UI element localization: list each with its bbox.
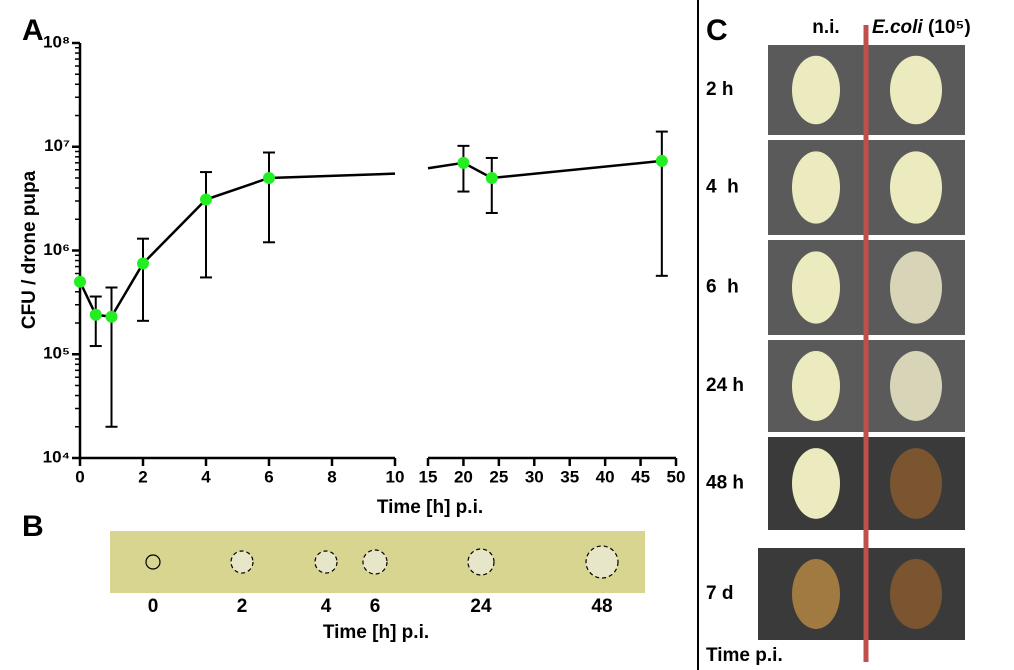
colony-outline [467,548,495,576]
dose: (10⁵) [928,17,971,38]
time-label: 24 [470,596,492,617]
x-tick-label: 6 [264,467,273,486]
column-header: n.i. [812,17,839,38]
time-label: 0 [148,596,159,617]
y-tick-label: 10⁸ [43,32,70,51]
y-tick-label: 10⁷ [44,136,70,155]
x-tick-label: 8 [327,467,336,486]
pupa [792,55,840,125]
panel-label: B [22,510,44,543]
x-tick-label: 4 [201,467,211,486]
colony-outline [230,550,254,574]
panel-label: A [22,14,44,47]
x-tick-label: 10 [386,467,405,486]
marker [263,171,275,184]
x-axis-label: Time [h] p.i. [323,622,429,643]
pupa [890,559,942,629]
x-axis-label: Time [h] p.i. [377,497,483,518]
pupa [792,559,840,629]
marker [105,310,118,323]
x-tick-label: 0 [75,467,84,486]
pupa [792,151,840,224]
pupa [792,351,840,421]
row-label: 4 h [706,177,739,198]
x-tick-label: 20 [454,467,473,486]
marker [74,275,86,288]
panel-label: C [706,14,728,47]
marker [89,308,102,321]
x-tick-label: 50 [667,467,686,486]
row-label: 48 h [706,473,744,494]
footer-label: Time p.i. [706,645,783,666]
y-tick-label: 10⁴ [43,447,70,466]
x-tick-label: 15 [419,467,438,486]
pupa [890,55,942,125]
pupa [890,351,942,421]
line [78,159,662,319]
colony-outline [585,545,619,579]
break-connector [268,172,396,180]
pupa [890,151,942,224]
time-label: 6 [370,596,381,617]
colony-outline [362,549,388,575]
column-header: E.coli (10⁵) [872,17,971,38]
x-tick-label: 25 [489,467,508,486]
x-tick-label: 2 [138,467,147,486]
marker [137,257,149,270]
organism: E.coli [872,17,923,38]
time-label: 2 [237,596,248,617]
y-axis-label: CFU / drone pupa [19,170,40,329]
x-tick-label: 30 [525,467,544,486]
pupa [890,448,942,519]
marker [655,154,668,167]
x-tick-label: 45 [631,467,650,486]
row-label: 2 h [706,79,733,100]
y-tick-label: 10⁵ [43,344,70,363]
x-tick-label: 35 [560,467,579,486]
pupa [890,251,942,324]
marker [200,193,212,206]
pupa [792,448,840,519]
colony-outline [314,550,338,574]
marker [485,171,498,184]
row-label: 6 h [706,277,739,298]
y-tick-label: 10⁶ [43,240,70,259]
row-label: 24 h [706,375,744,396]
time-label: 4 [321,596,332,617]
colony-outline [145,554,161,570]
marker [457,156,470,169]
row-label: 7 d [706,583,733,604]
pupa [792,251,840,324]
x-tick-label: 40 [596,467,615,486]
time-label: 48 [591,596,612,617]
